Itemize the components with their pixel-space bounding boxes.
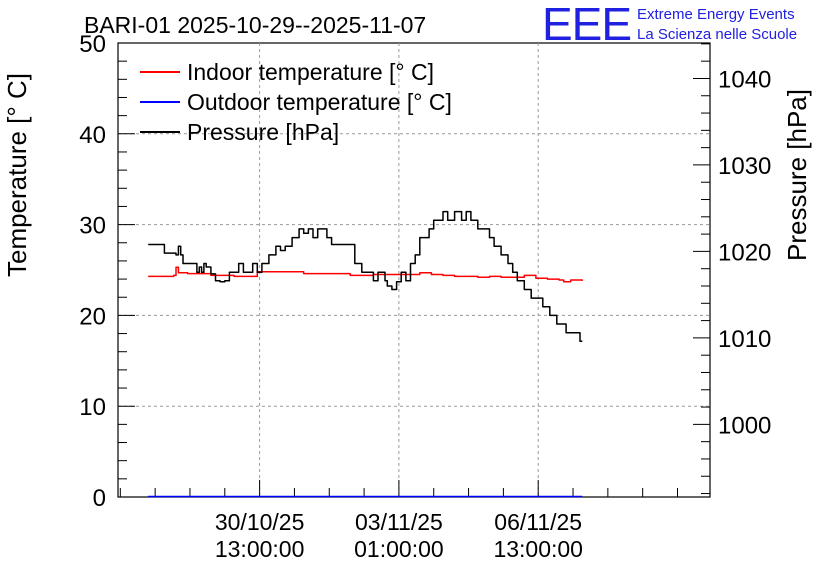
y2-tick-label: 1010 xyxy=(718,326,771,353)
legend-label-pressure: Pressure [hPa] xyxy=(187,119,339,145)
series-layer xyxy=(148,210,584,498)
y2-axis-title: Pressure [hPa] xyxy=(782,89,812,261)
x-tick-label-date: 30/10/25 xyxy=(215,509,305,535)
y2-tick-label: 1040 xyxy=(718,66,771,93)
y-tick-label: 0 xyxy=(93,485,106,512)
left-axis: 0 10 20 30 40 50 xyxy=(79,31,135,512)
series-line-indoor-temperature xyxy=(148,266,584,283)
right-axis: 1000 1010 1020 1030 1040 xyxy=(693,43,771,495)
y-tick-label: 30 xyxy=(79,213,106,240)
y-axis-title: Temperature [° C] xyxy=(2,73,32,277)
eee-logo: EEE Extreme Energy Events La Scienza nel… xyxy=(542,0,797,50)
y-tick-label: 40 xyxy=(79,122,106,149)
x-tick-label-time: 13:00:00 xyxy=(493,536,583,562)
series-line-pressure xyxy=(148,210,583,343)
y2-tick-label: 1000 xyxy=(718,412,771,439)
y-tick-label: 10 xyxy=(79,394,106,421)
y-tick-label: 50 xyxy=(79,31,106,58)
logo-letters: EEE xyxy=(542,0,631,50)
legend: Indoor temperature [° C] Outdoor temperat… xyxy=(140,59,452,145)
x-axis: 30/10/2513:00:0003/11/2501:00:0006/11/25… xyxy=(119,480,678,562)
x-tick-label-date: 03/11/25 xyxy=(355,509,443,535)
chart-title: BARI-01 2025-10-29--2025-11-07 xyxy=(84,12,426,38)
x-tick-label-time: 13:00:00 xyxy=(215,536,305,562)
x-tick-label-time: 01:00:00 xyxy=(354,536,444,562)
legend-label-outdoor-temperature: Outdoor temperature [° C] xyxy=(187,89,452,115)
logo-line-2: La Scienza nelle Scuole xyxy=(637,26,797,43)
y-tick-label: 20 xyxy=(79,303,106,330)
y2-tick-label: 1020 xyxy=(718,239,771,266)
logo-line-1: Extreme Energy Events xyxy=(637,6,795,23)
x-tick-label-date: 06/11/25 xyxy=(494,509,582,535)
y2-tick-label: 1030 xyxy=(718,153,771,180)
grid xyxy=(118,43,710,497)
legend-label-indoor-temperature: Indoor temperature [° C] xyxy=(187,59,434,85)
